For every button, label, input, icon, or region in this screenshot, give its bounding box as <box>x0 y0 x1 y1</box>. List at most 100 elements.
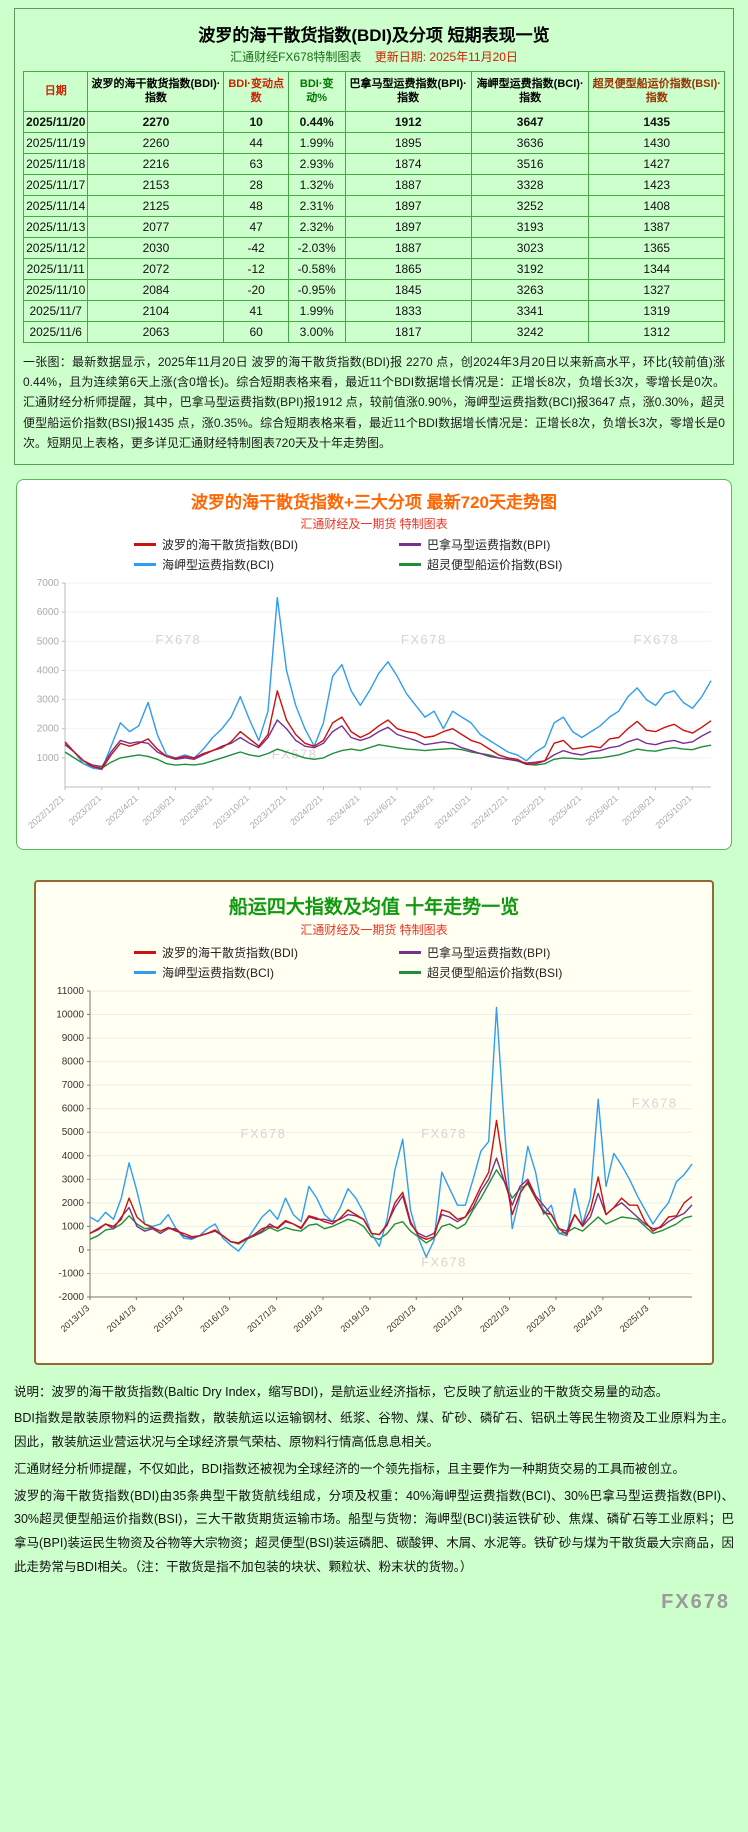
table-row: 2025/11/14 2125 48 2.31% 1897 3252 1408 <box>22 194 725 217</box>
svg-text:2017/1/3: 2017/1/3 <box>245 1303 278 1334</box>
table-cell: 2025/11/14 <box>22 194 89 217</box>
page-title: 波罗的海干散货指数(BDI)及分项 短期表现一览 <box>198 26 550 45</box>
table-cell: 28 <box>223 173 289 196</box>
svg-text:2023/10/21: 2023/10/21 <box>211 793 251 831</box>
table-cell: 3192 <box>470 257 590 280</box>
svg-text:5000: 5000 <box>37 636 60 647</box>
series-line <box>89 1006 693 1258</box>
table-cell: 1387 <box>588 215 725 238</box>
column-header: 日期 <box>22 71 89 112</box>
bdi-summary-section: 波罗的海干散货指数(BDI)及分项 短期表现一览 汇通财经FX678特制图表 更… <box>14 8 734 465</box>
table-cell: 1897 <box>344 215 472 238</box>
svg-text:2023/4/21: 2023/4/21 <box>104 793 140 827</box>
table-cell: 1427 <box>588 152 725 175</box>
legend-swatch <box>399 542 421 546</box>
table-row: 2025/11/11 2072 -12 -0.58% 1865 3192 1344 <box>22 257 725 280</box>
svg-text:0: 0 <box>78 1244 84 1255</box>
table-cell: 1365 <box>588 236 725 259</box>
svg-text:2023/12/21: 2023/12/21 <box>248 793 288 831</box>
svg-text:2023/2/21: 2023/2/21 <box>67 793 103 827</box>
column-header: BDI·变动点数 <box>223 71 289 112</box>
svg-text:2013/1/3: 2013/1/3 <box>59 1303 92 1334</box>
svg-text:6000: 6000 <box>62 1103 85 1114</box>
legend-item: 超灵便型船运价指数(BSI) <box>399 964 614 981</box>
svg-text:2024/8/21: 2024/8/21 <box>399 793 435 827</box>
table-cell: 63 <box>223 152 289 175</box>
footer-line: BDI指数是散装原物料的运费指数，散装航运以运输钢材、纸浆、谷物、煤、矿砂、磷矿… <box>14 1411 734 1450</box>
series-line <box>89 1156 693 1244</box>
table-cell: 2030 <box>87 236 225 259</box>
svg-text:2023/6/21: 2023/6/21 <box>140 793 176 827</box>
legend-item: 波罗的海干散货指数(BDI) <box>134 944 349 961</box>
column-header: 巴拿马型运费指数(BPI)·指数 <box>344 71 472 112</box>
table-cell: 2270 <box>87 110 225 133</box>
table-cell: 2216 <box>87 152 225 175</box>
legend-label: 波罗的海干散货指数(BDI) <box>162 537 298 552</box>
legend-item: 海岬型运费指数(BCI) <box>134 556 349 573</box>
fx678-watermark: FX678 <box>421 1254 467 1269</box>
svg-text:2000: 2000 <box>37 723 60 734</box>
table-cell: 2104 <box>87 299 225 322</box>
fx678-watermark: FX678 <box>633 632 679 647</box>
table-row: 2025/11/12 2030 -42 -2.03% 1887 3023 1365 <box>22 236 725 259</box>
chart-10y-subtitle: 汇通财经及一期货 特制图表 <box>300 922 448 937</box>
column-header: BDI·变动% <box>287 71 346 112</box>
svg-text:2025/2/21: 2025/2/21 <box>510 793 546 827</box>
legend-label: 海岬型运费指数(BCI) <box>162 965 274 980</box>
legend-item: 巴拿马型运费指数(BPI) <box>399 944 614 961</box>
table-cell: 2260 <box>87 131 225 154</box>
chart-720d-subtitle: 汇通财经及一期货 特制图表 <box>300 516 448 531</box>
table-cell: 3647 <box>470 110 590 133</box>
table-cell: 41 <box>223 299 289 322</box>
chart-canvas: -2000 -1000 0 1000 2000 3000 4000 5000 6000 7000 8… <box>56 986 693 1334</box>
legend-label: 巴拿马型运费指数(BPI) <box>427 537 551 552</box>
svg-text:2024/2/21: 2024/2/21 <box>288 793 324 827</box>
series-line <box>64 689 712 770</box>
table-cell: 2.31% <box>287 194 346 217</box>
footer-line: 汇通财经分析师提醒，不仅如此，BDI指数还被视为全球经济的一个领先指标，且主要作… <box>14 1461 685 1476</box>
series-line <box>89 1119 693 1244</box>
table-row: 2025/11/6 2063 60 3.00% 1817 3242 1312 <box>22 320 725 343</box>
chart-10y-plot: -2000 -1000 0 1000 2000 3000 4000 5000 6000 7000 8… <box>40 983 708 1361</box>
table-cell: 2.32% <box>287 215 346 238</box>
table-note: 一张图：最新数据显示，2025年11月20日 波罗的海干散货指数(BDI)报 2… <box>23 354 726 451</box>
legend-label: 超灵便型船运价指数(BSI) <box>427 965 563 980</box>
table-cell: 60 <box>223 320 289 343</box>
fx678-watermark: FX678 <box>661 1590 730 1613</box>
table-cell: 2077 <box>87 215 225 238</box>
column-header: 海岬型运费指数(BCI)·指数 <box>470 71 590 112</box>
table-cell: 1327 <box>588 278 725 301</box>
table-cell: 10 <box>223 110 289 133</box>
table-cell: 2025/11/10 <box>22 278 89 301</box>
legend-swatch <box>134 542 156 546</box>
table-cell: 48 <box>223 194 289 217</box>
legend-swatch <box>399 970 421 974</box>
table-cell: 2063 <box>87 320 225 343</box>
chart-10y-box: 船运四大指数及均值 十年走势一览 汇通财经及一期货 特制图表 波罗的海干散货指数… <box>34 879 714 1365</box>
table-row: 2025/11/13 2077 47 2.32% 1897 3193 1387 <box>22 215 725 238</box>
svg-text:7000: 7000 <box>37 578 60 589</box>
table-cell: 3023 <box>470 236 590 259</box>
table-cell: 3328 <box>470 173 590 196</box>
svg-text:2019/1/3: 2019/1/3 <box>339 1303 372 1334</box>
table-cell: 1865 <box>344 257 472 280</box>
table-cell: 1312 <box>588 320 725 343</box>
svg-text:2021/1/3: 2021/1/3 <box>431 1303 464 1334</box>
table-cell: 2025/11/20 <box>22 110 89 133</box>
table-cell: 1895 <box>344 131 472 154</box>
table-cell: 1817 <box>344 320 472 343</box>
svg-text:9000: 9000 <box>62 1033 85 1044</box>
svg-text:2025/8/21: 2025/8/21 <box>620 793 656 827</box>
series-line <box>64 596 712 770</box>
table-cell: 3516 <box>470 152 590 175</box>
table-subtitle-source: 汇通财经FX678特制图表 <box>230 50 362 64</box>
table-cell: 2072 <box>87 257 225 280</box>
table-cell: -20 <box>223 278 289 301</box>
table-cell: 0.44% <box>287 110 346 133</box>
table-cell: 2025/11/17 <box>22 173 89 196</box>
svg-text:2023/8/21: 2023/8/21 <box>178 793 214 827</box>
table-cell: 2025/11/18 <box>22 152 89 175</box>
table-cell: 1897 <box>344 194 472 217</box>
table-cell: 1435 <box>588 110 725 133</box>
